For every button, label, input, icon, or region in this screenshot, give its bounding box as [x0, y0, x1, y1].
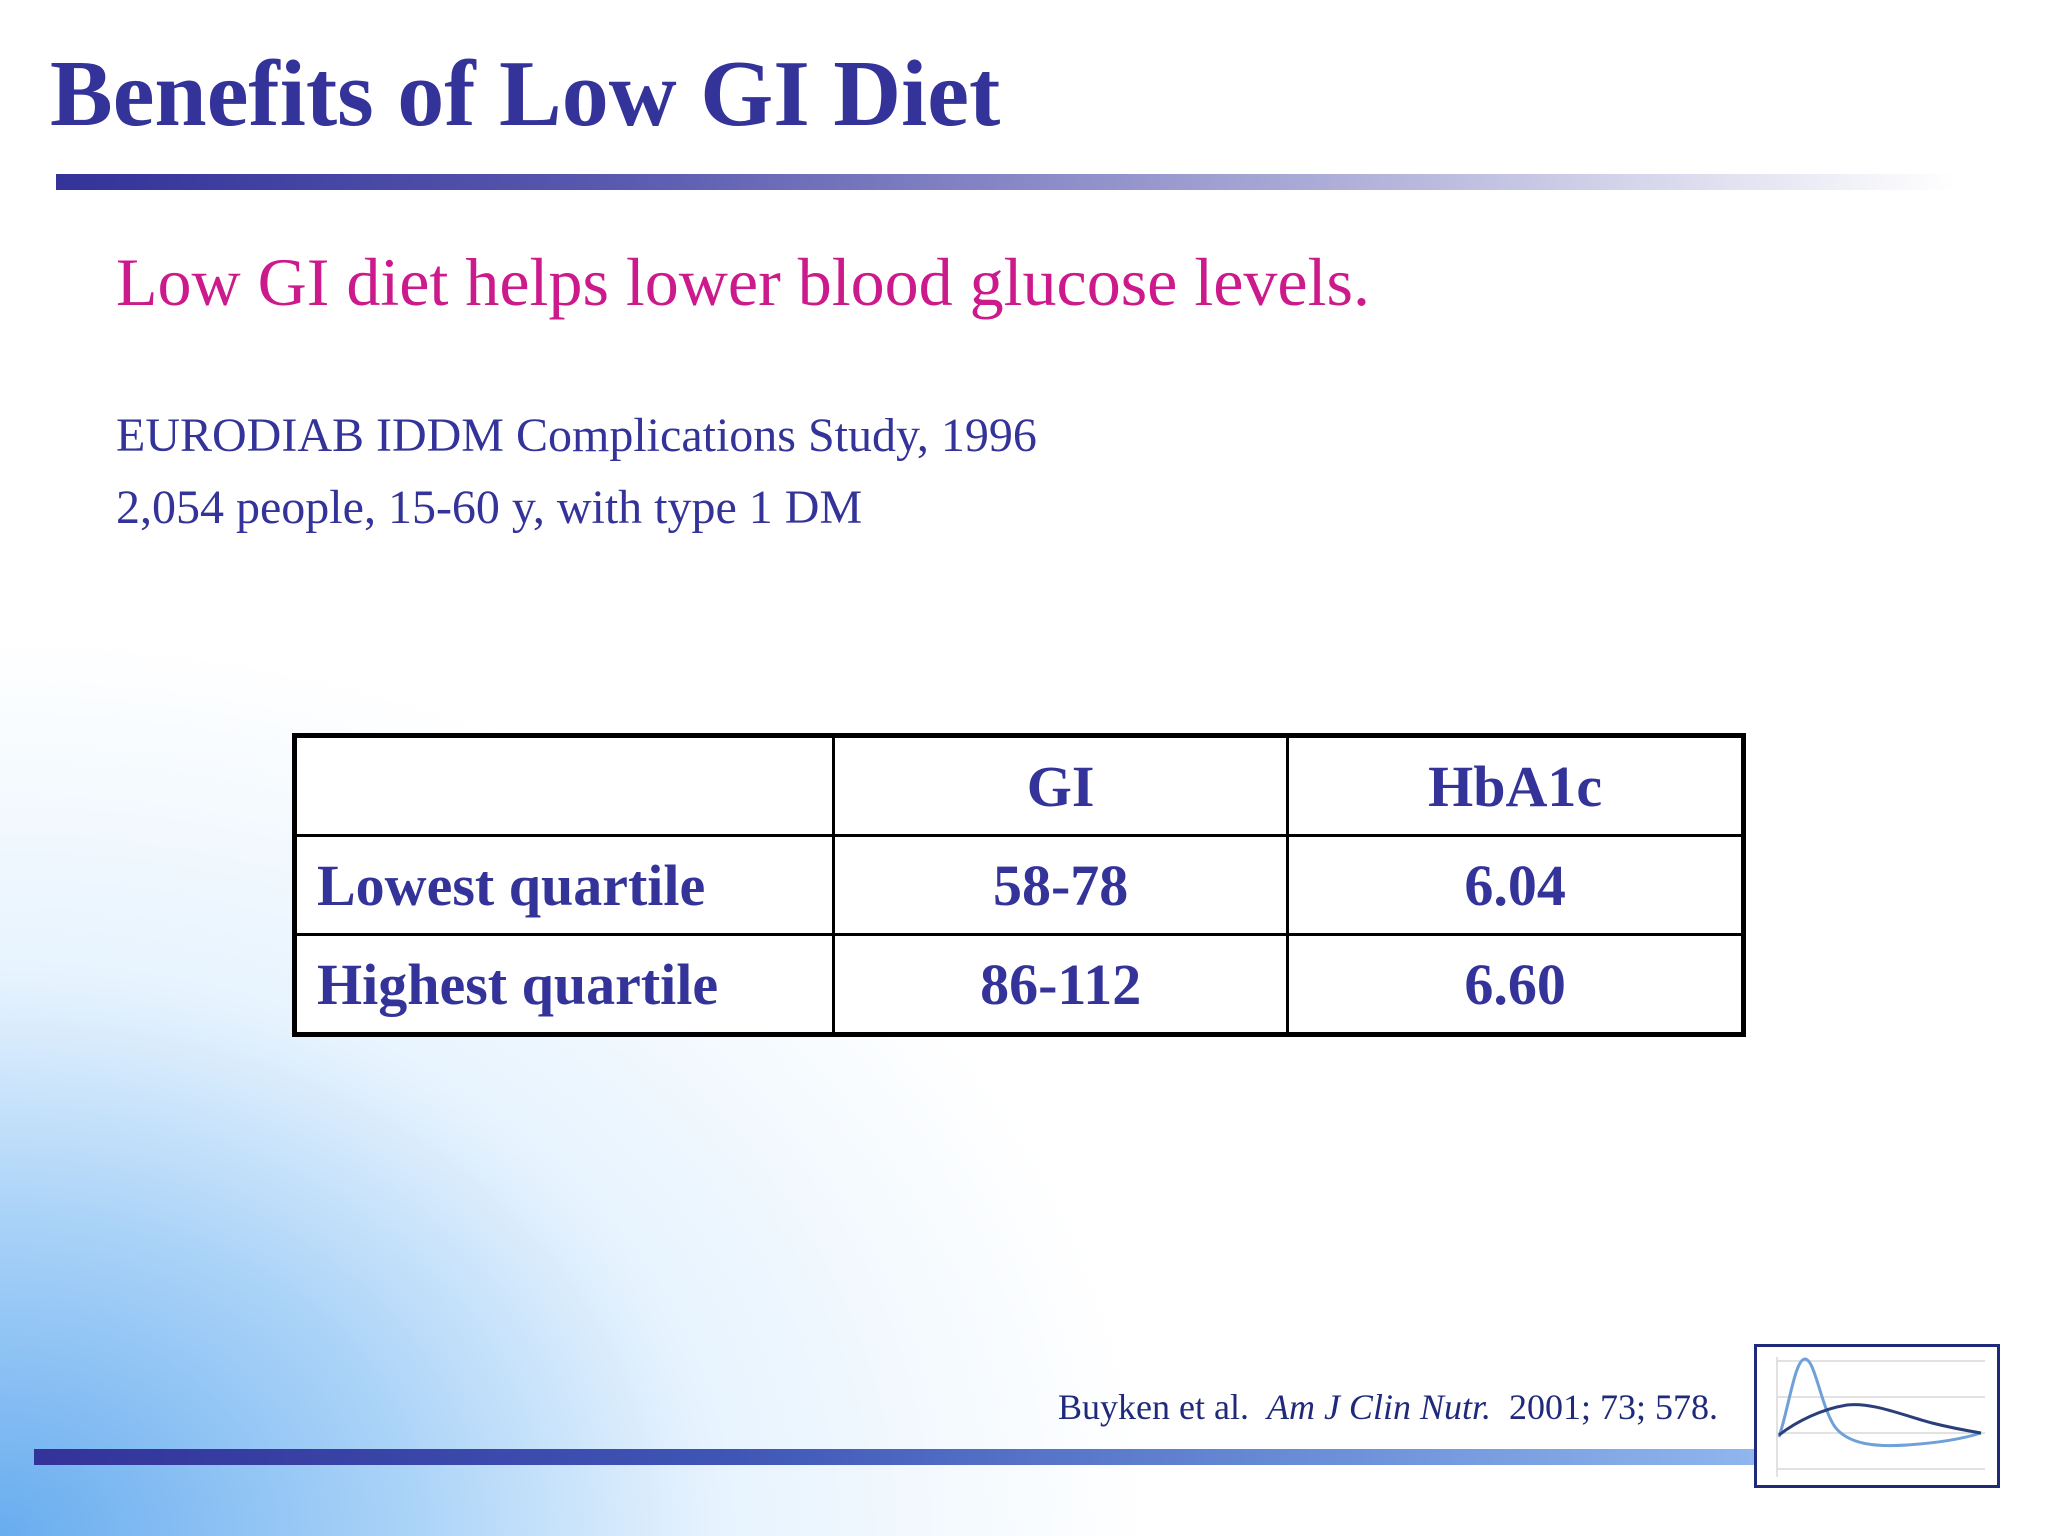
footer-divider [34, 1449, 1754, 1465]
cell-hba1c-highest: 6.60 [1286, 933, 1745, 1036]
row-label-highest: Highest quartile [292, 933, 836, 1036]
table-header-row: GI HbA1c [292, 734, 1745, 837]
cell-hba1c-lowest: 6.04 [1286, 834, 1745, 936]
table-header-gi: GI [832, 734, 1290, 837]
cell-gi-highest: 86-112 [832, 933, 1290, 1036]
table-row: Lowest quartile 58-78 6.04 [292, 834, 1745, 936]
citation: Buyken et al. Am J Clin Nutr. 2001; 73; … [1058, 1386, 1718, 1428]
row-label-lowest: Lowest quartile [292, 834, 836, 936]
table-header-hba1c: HbA1c [1286, 734, 1745, 837]
table-header-empty [292, 734, 836, 837]
table-row: Highest quartile 86-112 6.60 [292, 933, 1745, 1036]
glucose-curve-icon [1754, 1344, 2000, 1488]
cell-gi-lowest: 58-78 [832, 834, 1290, 936]
citation-authors: Buyken et al. [1058, 1387, 1249, 1427]
study-population: 2,054 people, 15-60 y, with type 1 DM [116, 481, 863, 534]
citation-details: 2001; 73; 578. [1508, 1387, 1718, 1427]
gi-hba1c-table: GI HbA1c Lowest quartile 58-78 6.04 High… [292, 733, 1746, 1037]
slide-subtitle: Low GI diet helps lower blood glucose le… [116, 244, 1370, 320]
title-divider [56, 174, 1956, 190]
citation-journal: Am J Clin Nutr. [1266, 1387, 1491, 1427]
glucose-curve-graphic [1776, 1357, 1985, 1477]
slide-title: Benefits of Low GI Diet [50, 42, 1001, 146]
study-name: EURODIAB IDDM Complications Study, 1996 [116, 409, 1037, 462]
